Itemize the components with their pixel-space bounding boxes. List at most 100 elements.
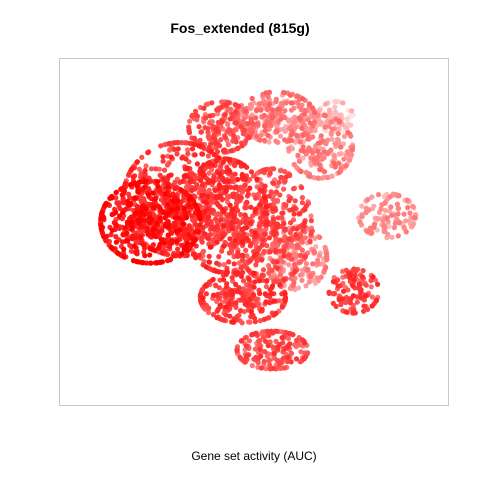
scatter-point [242,182,248,188]
scatter-point [198,129,204,135]
scatter-point [205,194,211,200]
scatter-point [229,292,235,298]
scatter-point [206,170,212,176]
scatter-point [286,198,292,204]
scatter-point [113,222,119,228]
scatter-point [247,101,254,108]
scatter-point [300,227,306,233]
scatter-point [318,274,324,280]
scatter-point [351,277,357,283]
scatter-point [343,124,349,130]
scatter-point [320,156,326,162]
scatter-point [300,155,306,161]
scatter-point [298,168,304,175]
scatter-point [248,241,254,247]
scatter-point [324,174,330,181]
scatter-point [301,111,307,117]
scatter-point [207,120,213,126]
scatter-point [241,278,247,284]
scatter-point [218,163,224,169]
scatter-point [277,133,283,139]
scatter-point [218,137,224,143]
scatter-point [233,300,239,306]
scatter-point [246,276,252,282]
scatter-point [172,215,178,221]
scatter-point [257,290,263,297]
scatter-point [240,269,246,275]
scatter-point [245,191,251,197]
scatter-point [244,235,250,241]
scatter-point [306,279,312,285]
scatter-point [174,238,180,244]
scatter-point [243,247,249,253]
scatter-point [162,223,168,229]
scatter-point [236,103,242,109]
scatter-point [311,156,317,162]
scatter-point [230,194,237,200]
scatter-point [274,328,280,334]
scatter-point [175,146,181,152]
scatter-point [257,202,263,208]
scatter-point [364,228,370,234]
scatter-point [392,220,398,227]
scatter-point [109,227,115,233]
scatter-point [359,214,365,220]
scatter-point [338,301,344,308]
scatter-point [347,151,353,158]
scatter-point [218,104,224,110]
scatter-point [249,363,255,369]
scatter-point [160,154,166,160]
scatter-point [205,129,211,135]
scatter-point [302,235,308,241]
scatter-point [189,213,195,219]
scatter-point [307,238,313,244]
scatter-point [180,221,186,227]
scatter-point [258,353,264,359]
scatter-point [245,267,251,273]
scatter-point [275,215,281,221]
scatter-point [263,284,269,290]
scatter-point [152,196,158,202]
scatter-point [150,227,156,233]
scatter-point [282,202,288,208]
scatter-point [245,300,251,306]
scatter-point [296,211,303,217]
scatter-point [322,124,328,130]
scatter-point [382,207,388,213]
scatter-point [247,220,253,226]
scatter-point [150,205,156,211]
scatter-point [282,114,288,121]
scatter-point [275,224,281,230]
scatter-point [219,234,225,240]
scatter-point [219,248,225,254]
scatter-point [352,272,358,279]
scatter-point [232,109,239,115]
scatter-point [165,184,171,190]
scatter-point [266,333,272,339]
scatter-point [203,291,209,297]
scatter-point [192,152,198,158]
scatter-point [302,206,308,212]
scatter-point [206,259,212,265]
scatter-point [300,96,306,102]
scatter-point [141,242,147,248]
scatter-point [213,127,219,133]
scatter-point [160,158,166,164]
scatter-point [172,185,179,192]
scatter-point [235,234,241,240]
scatter-point [257,137,263,143]
scatter-point [239,233,246,239]
scatter-point [341,156,347,162]
scatter-point [235,224,242,230]
scatter-point [262,210,268,216]
scatter-point [298,252,304,258]
scatter-point [214,260,220,266]
scatter-point [145,150,151,156]
scatter-point [238,194,244,200]
scatter-point [240,118,246,124]
scatter-point [206,214,212,220]
scatter-point [234,145,241,152]
scatter-point [395,233,401,239]
scatter-point [316,253,322,259]
scatter-point [157,206,163,212]
